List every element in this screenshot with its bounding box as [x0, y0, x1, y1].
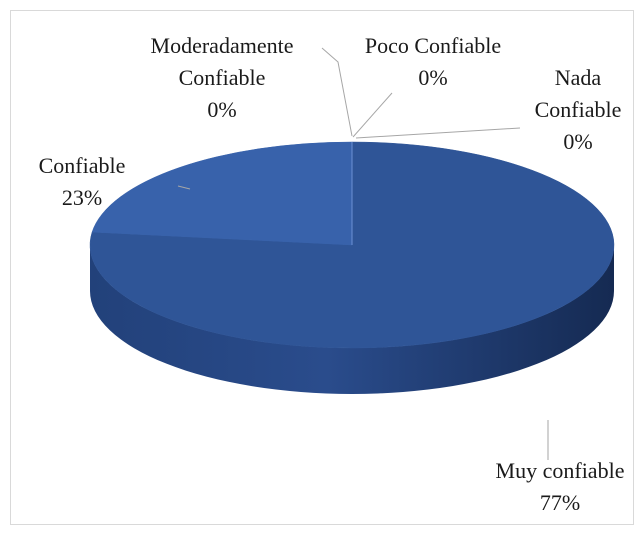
pie-side	[90, 245, 614, 394]
label-value: 23%	[61, 185, 103, 210]
leader-line	[352, 92, 393, 138]
label-category: Moderadamente Confiable	[150, 33, 294, 90]
label-value: 0%	[207, 97, 237, 122]
label-category: Poco Confiable	[364, 33, 502, 58]
label-value: 0%	[563, 129, 593, 154]
label-category: Confiable	[38, 153, 126, 178]
data-label: Confiable 23%	[12, 150, 152, 214]
label-value: 0%	[418, 65, 448, 90]
leader-line	[177, 185, 191, 190]
leader-lines	[177, 47, 549, 460]
data-label: Moderadamente Confiable 0%	[117, 30, 327, 126]
pie-slice	[91, 141, 353, 246]
leader-line	[355, 127, 521, 139]
data-label: Poco Confiable 0%	[343, 30, 523, 94]
data-label: Muy confiable 77%	[465, 455, 644, 519]
data-label: Nada Confiable 0%	[528, 62, 628, 158]
leader-line	[321, 47, 353, 137]
chart-border	[10, 10, 634, 525]
label-category: Muy confiable	[495, 458, 625, 483]
pie	[89, 141, 615, 394]
label-value: 77%	[539, 490, 581, 515]
label-category: Nada Confiable	[534, 65, 622, 122]
